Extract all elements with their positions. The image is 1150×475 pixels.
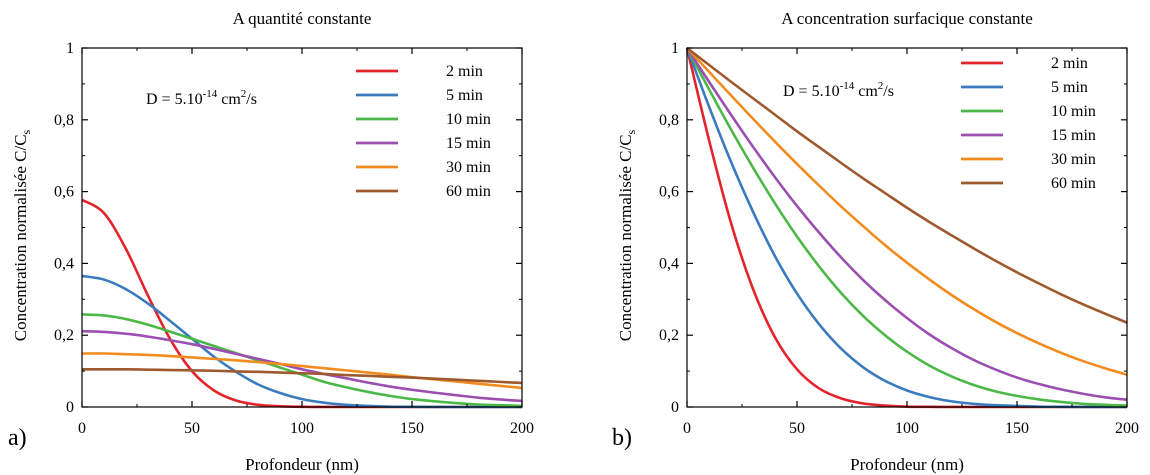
y-tick-label: 1 [66, 40, 74, 57]
panel-label: a) [8, 425, 27, 451]
y-tick-label: 0,2 [659, 327, 679, 344]
y-tick-label: 0 [671, 399, 679, 416]
y-axis-label-main: Concentration normalisée C/C [11, 134, 30, 341]
legend-label: 2 min [446, 63, 483, 80]
y-axis-label-subscript: s [19, 129, 33, 134]
y-tick-label: 0,4 [659, 255, 679, 272]
y-tick-label: 0,4 [54, 255, 74, 272]
y-tick-label: 0,8 [659, 112, 679, 129]
y-axis-label: Concentration normalisée C/Cs [616, 129, 638, 341]
series-line-10-min [685, 47, 1128, 407]
chart-title: A quantité constante [233, 9, 372, 28]
x-axis-label: Profondeur (nm) [850, 455, 964, 474]
legend-label: 30 min [1051, 151, 1096, 168]
chart-panel-1: A quantité constante 0 0,2 0,4 0,6 0,8 1 0 50 100… [8, 9, 534, 474]
series-line-30-min [686, 47, 1128, 376]
x-tick-label: 150 [400, 420, 424, 437]
x-tick-label: 150 [1005, 420, 1029, 437]
x-tick-label: 50 [789, 420, 805, 437]
y-tick-label: 0,6 [659, 184, 679, 201]
annotation-unit-exponent: 2 [878, 80, 884, 92]
legend-label: 30 min [446, 159, 491, 176]
y-tick-label: 0,6 [54, 184, 74, 201]
annotation-unit-exponent: 2 [241, 88, 247, 100]
series-line-10-min [81, 313, 523, 408]
series-line-60-min [686, 46, 1128, 324]
annotation-exponent: -14 [203, 88, 218, 100]
x-tick-label: 100 [895, 420, 919, 437]
legend-label: 10 min [1051, 103, 1096, 120]
x-tick-label: 200 [510, 420, 534, 437]
legend-label: 2 min [1051, 55, 1088, 72]
annotation-unit: cm [854, 83, 878, 100]
series-group [685, 46, 1128, 409]
legend-label: 60 min [1051, 175, 1096, 192]
legend: 2 min 5 min 10 min 15 min 30 min 60 min [961, 55, 1096, 192]
y-axis-label: Concentration normalisée C/Cs [11, 129, 33, 341]
annotation-base: D = 5.10 [783, 83, 840, 100]
y-tick-label: 0,8 [54, 112, 74, 129]
series-group [81, 198, 523, 409]
y-axis-label-main: Concentration normalisée C/C [616, 134, 635, 341]
legend: 2 min 5 min 10 min 15 min 30 min 60 min [356, 63, 491, 200]
series-line-30-min [81, 352, 523, 390]
diffusion-annotation: D = 5.10-14 cm2/s [783, 80, 894, 100]
legend-label: 10 min [446, 111, 491, 128]
diffusion-annotation: D = 5.10-14 cm2/s [146, 88, 257, 108]
y-axis-label-subscript: s [624, 129, 638, 134]
annotation-unit: cm [217, 91, 241, 108]
annotation-unit-tail: /s [246, 91, 257, 108]
series-line-15-min [685, 47, 1128, 402]
annotation-base: D = 5.10 [146, 91, 203, 108]
x-tick-label: 100 [290, 420, 314, 437]
legend-label: 15 min [1051, 127, 1096, 144]
legend-label: 15 min [446, 135, 491, 152]
x-tick-label: 200 [1115, 420, 1139, 437]
x-axis-label: Profondeur (nm) [245, 455, 359, 474]
legend-label: 5 min [1051, 79, 1088, 96]
legend-label: 60 min [446, 183, 491, 200]
x-tick-label: 0 [78, 420, 86, 437]
chart-title: A concentration surfacique constante [781, 9, 1033, 28]
annotation-exponent: -14 [840, 80, 855, 92]
x-tick-label: 50 [184, 420, 200, 437]
series-line-15-min [81, 329, 523, 403]
annotation-unit-tail: /s [883, 83, 894, 100]
y-tick-label: 0 [66, 399, 74, 416]
chart-panel-2: A concentration surfacique constante 0 0,2… [612, 9, 1139, 474]
y-tick-label: 1 [671, 40, 679, 57]
series-line-60-min [82, 367, 523, 385]
y-tick-label: 0,2 [54, 327, 74, 344]
x-tick-label: 0 [683, 420, 691, 437]
legend-label: 5 min [446, 87, 483, 104]
panel-label: b) [612, 425, 632, 451]
